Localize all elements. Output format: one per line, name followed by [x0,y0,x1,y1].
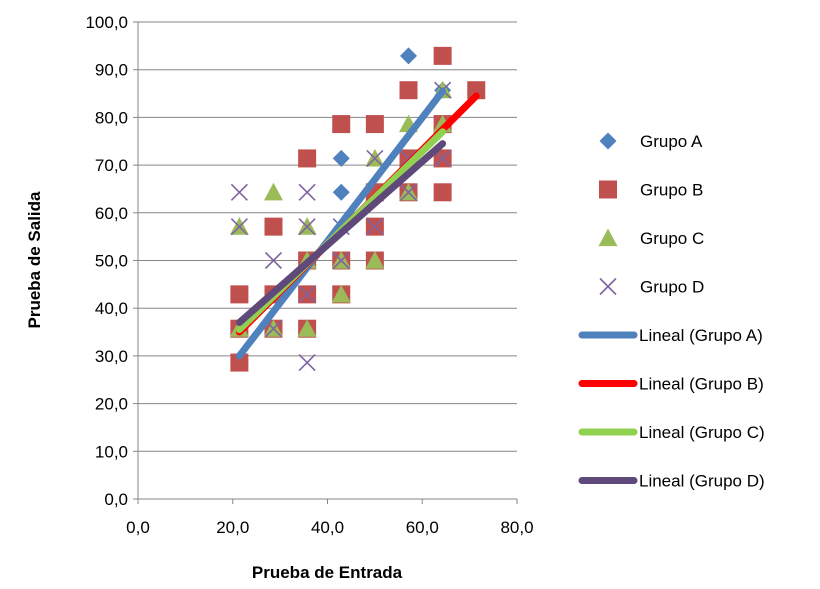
grupo-c-point [297,319,317,337]
x-tick-labels: 0,0 20,0 40,0 60,0 80,0 [126,518,533,537]
grupo-b-point [332,115,351,134]
x-tick-label: 0,0 [126,518,150,537]
lineal-grupo-a-trendline [235,87,447,360]
legend-label-lineal-grupo-a: Lineal (Grupo A) [639,326,763,345]
y-tick-labels: 0,0 10,0 20,0 30,0 40,0 50,0 60,0 70,0 80,0 90,0 1… [85,13,128,509]
grupo-b-point [365,115,384,134]
x-stroke [230,183,248,201]
gridlines [138,21,517,452]
y-tick-label: 70,0 [95,156,128,175]
legend-marker-grupo-c [598,228,618,247]
legend-label-grupo-a: Grupo A [640,132,703,151]
legend-marker-grupo-a [599,132,617,150]
grupo-c-point [263,182,283,201]
y-tick-label: 50,0 [95,252,128,271]
grupo-a-point [400,47,418,65]
grupo-d-point [230,183,248,201]
x-tick-label: 80,0 [500,518,533,537]
grupo-d-point [298,285,316,303]
x-tick-label: 40,0 [311,518,344,537]
grupo-c-point [331,284,351,303]
x-tick-label: 60,0 [406,518,439,537]
x-axis-title: Prueba de Entrada [252,563,403,582]
legend-label-lineal-grupo-b: Lineal (Grupo B) [639,375,764,394]
y-tick-label: 90,0 [95,61,128,80]
grupo-b-point [433,183,452,202]
legend-marker-grupo-d [599,277,617,296]
grupo-a-point [332,183,350,201]
grupo-d-point [298,218,316,236]
x-stroke [298,354,316,372]
grupo-d-point [298,354,316,372]
grupo-d-point [264,251,283,270]
y-tick-label: 20,0 [95,395,128,414]
legend-marker-grupo-b [599,180,617,199]
legend-label-grupo-b: Grupo B [640,181,703,200]
x-stroke [298,285,316,303]
grupo-b-point [264,217,283,236]
x-tick-label: 20,0 [216,518,249,537]
grupo-c-point [365,251,385,269]
x-stroke [366,149,384,167]
x-stroke [399,183,418,201]
grupo-b-point [433,46,452,65]
x-stroke [298,183,316,201]
x-stroke [298,218,316,236]
legend-label-lineal-grupo-d: Lineal (Grupo D) [639,472,765,491]
y-axis-title: Prueba de Salida [25,191,44,329]
x-stroke [264,320,283,338]
trendlines [235,87,480,360]
y-tick-label: 0,0 [104,490,128,509]
legend-label-grupo-d: Grupo D [640,278,704,297]
legend: Grupo A Grupo B Grupo C Grupo D Lineal (Grup… [578,132,765,491]
x-stroke [599,277,617,296]
grupo-a-point [332,149,350,167]
legend-label-grupo-c: Grupo C [640,229,704,248]
grupo-b-point [467,81,486,100]
y-tick-label: 60,0 [95,204,128,223]
y-tick-label: 40,0 [95,299,128,318]
y-tick-label: 30,0 [95,347,128,366]
x-stroke [264,251,283,270]
lineal-grupo-d-trendline [235,140,447,327]
grupo-d-point [366,149,384,167]
x-stroke [399,149,418,167]
y-tick-label: 10,0 [95,442,128,461]
grupo-d-point [434,149,452,167]
grupo-b-point [230,353,249,372]
grupo-d-point [332,251,350,270]
x-stroke [332,251,350,270]
x-stroke [434,149,452,167]
grupo-b-point [230,285,249,304]
grupo-b-point [399,81,418,100]
grupo-d-point [230,218,248,236]
axes [133,21,518,504]
y-tick-label: 100,0 [85,13,128,32]
grupo-b-point [298,149,317,168]
grupo-d-point [399,183,418,201]
grupo-d-point [298,183,316,201]
x-stroke [366,218,384,236]
x-stroke [230,218,248,236]
grupo-d-point [366,218,384,236]
y-tick-label: 80,0 [95,108,128,127]
legend-label-lineal-grupo-c: Lineal (Grupo C) [639,423,765,442]
